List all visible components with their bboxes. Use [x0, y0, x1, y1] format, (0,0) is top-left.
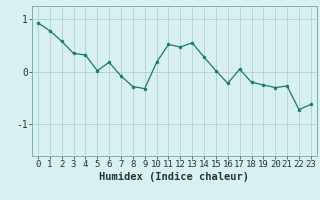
X-axis label: Humidex (Indice chaleur): Humidex (Indice chaleur) — [100, 172, 249, 182]
